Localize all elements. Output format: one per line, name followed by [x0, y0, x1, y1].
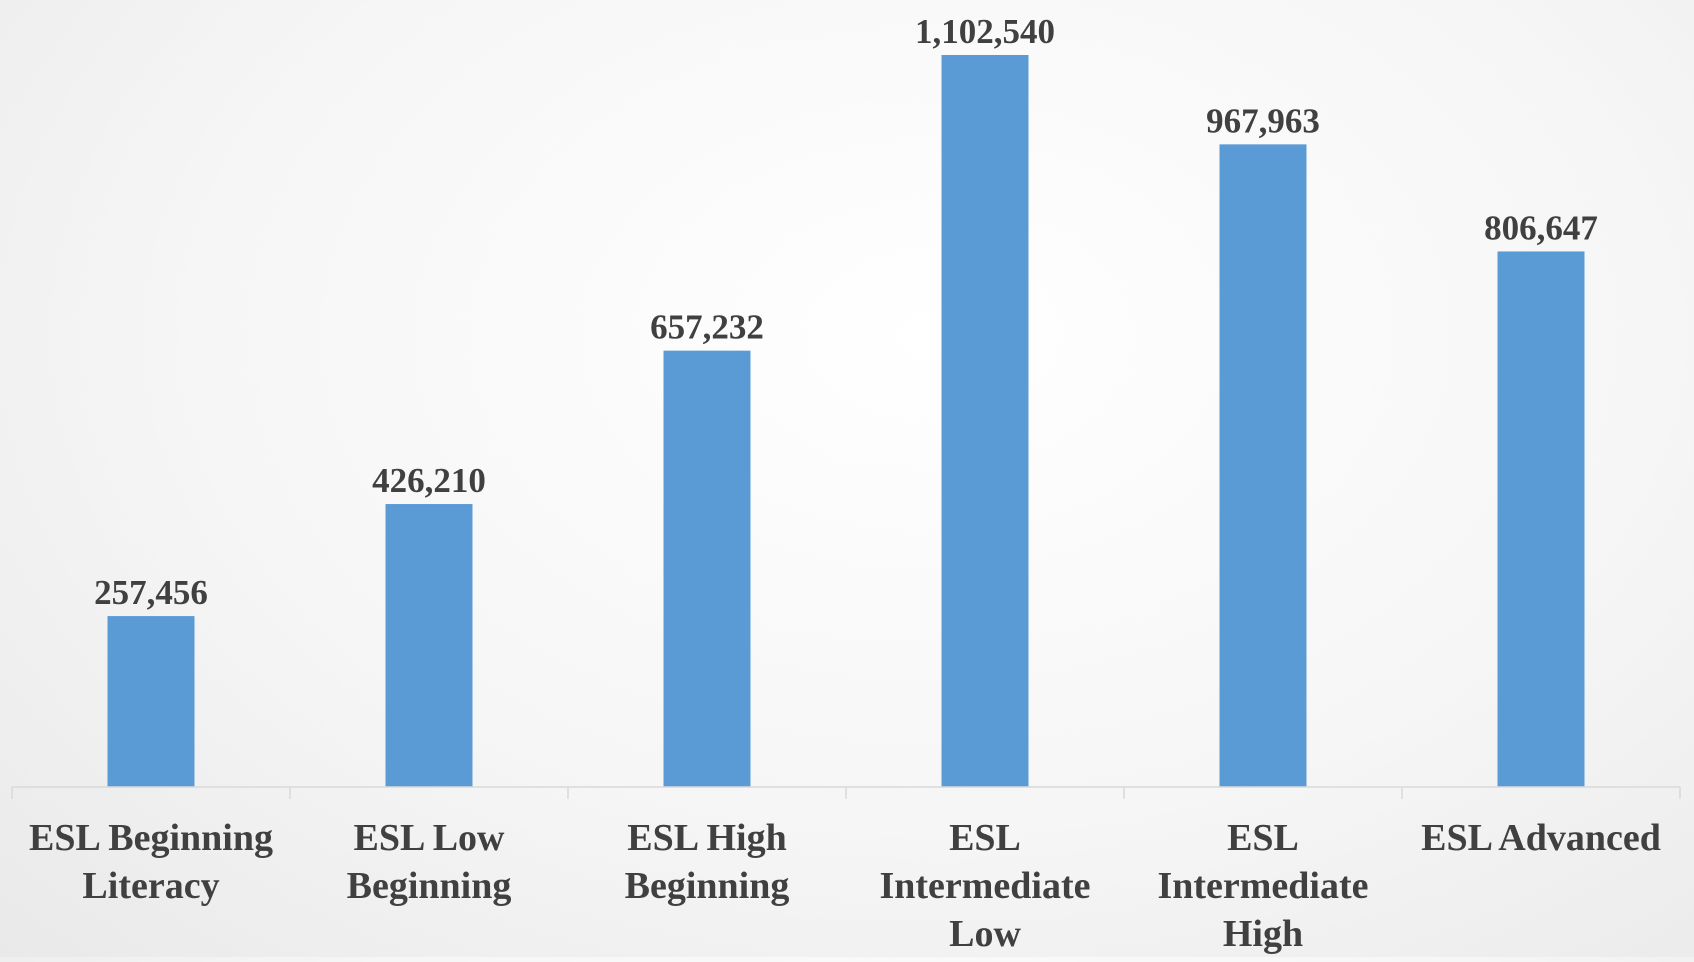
bar: [941, 55, 1029, 787]
bar: [107, 616, 195, 787]
data-label: 657,232: [650, 308, 764, 347]
data-label: 1,102,540: [915, 12, 1055, 51]
bar: [663, 350, 751, 787]
x-tick-label-line: ESL Advanced: [1421, 817, 1661, 859]
x-tick-label-line: Low: [949, 913, 1021, 955]
x-tick-label-line: High: [1223, 913, 1303, 955]
bar: [1497, 251, 1585, 788]
x-tick-label: ESL High Beginning: [625, 817, 790, 907]
x-tick-label-line: Intermediate: [1157, 865, 1368, 907]
x-tick-label-line: ESL: [949, 817, 1021, 859]
data-label: 426,210: [372, 461, 486, 500]
bar: [1219, 144, 1307, 787]
x-tick-label-line: ESL Low: [353, 817, 505, 859]
data-label: 967,963: [1206, 101, 1320, 140]
x-tick-label-line: Beginning: [625, 865, 790, 907]
data-labels-layer: 257,456 426,210 657,232 1,102,540 967,963 806…: [94, 12, 1598, 612]
x-tick-label: ESL Intermediate High: [1157, 817, 1368, 955]
x-tick-label-line: Intermediate: [879, 865, 1090, 907]
x-tick-label-line: ESL: [1227, 817, 1299, 859]
data-label: 257,456: [94, 573, 208, 612]
bars-layer: [107, 55, 1585, 788]
x-tick-label-line: ESL Beginning: [29, 817, 273, 859]
x-tick-label: ESL Advanced: [1421, 817, 1661, 859]
x-tick-label: ESL Low Beginning: [347, 817, 512, 907]
x-tick-label-line: Beginning: [347, 865, 512, 907]
x-tick-label: ESL Beginning Literacy: [29, 817, 273, 907]
data-label: 806,647: [1484, 208, 1598, 247]
x-tick-label-line: Literacy: [82, 865, 219, 907]
x-axis: [11, 786, 1681, 799]
x-tick-label: ESL Intermediate Low: [879, 817, 1090, 955]
bar: [385, 504, 473, 787]
x-tick-label-line: ESL High: [627, 817, 786, 859]
